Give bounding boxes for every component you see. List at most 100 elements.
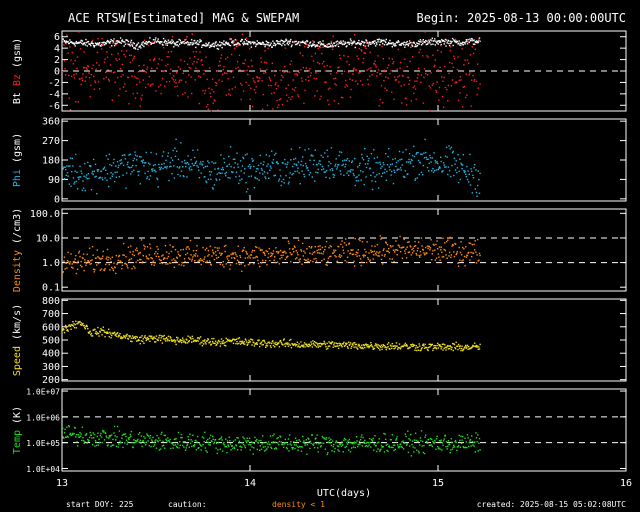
data-point — [251, 251, 253, 253]
data-point — [186, 342, 189, 344]
y-axis-label-part: (gsm) — [12, 38, 23, 74]
data-point — [290, 261, 292, 263]
data-point — [417, 349, 420, 351]
data-point — [124, 154, 126, 156]
data-point — [113, 158, 115, 161]
data-point — [473, 243, 475, 245]
data-point — [434, 59, 436, 61]
y-axis-label: Phi (gsm) — [12, 133, 23, 187]
data-point — [295, 444, 297, 446]
data-point — [312, 261, 314, 263]
data-point — [107, 259, 109, 261]
data-point — [371, 188, 374, 191]
data-point — [94, 176, 96, 178]
data-point — [436, 81, 438, 83]
data-point — [264, 50, 266, 52]
data-point — [402, 345, 405, 348]
data-point — [304, 444, 306, 446]
data-point — [111, 175, 113, 177]
data-point — [377, 41, 379, 43]
data-point — [336, 43, 339, 46]
data-point — [66, 267, 68, 269]
data-point — [338, 66, 340, 68]
data-point — [404, 46, 406, 48]
data-point — [372, 348, 374, 350]
data-point — [470, 39, 472, 42]
data-point — [330, 343, 333, 345]
data-point — [274, 83, 276, 86]
data-point — [294, 170, 296, 173]
data-point — [155, 90, 157, 92]
y-tick-label: 200 — [42, 375, 60, 386]
data-point — [226, 165, 229, 167]
data-point — [322, 253, 324, 255]
data-point — [212, 342, 214, 344]
data-point — [373, 254, 375, 256]
data-point — [275, 247, 277, 249]
data-point — [322, 40, 324, 42]
data-point — [259, 172, 261, 174]
data-point — [427, 349, 429, 352]
data-point — [256, 77, 258, 79]
data-point — [413, 439, 416, 441]
data-point — [377, 448, 379, 450]
data-point — [127, 338, 130, 340]
data-point — [446, 448, 448, 450]
data-point — [421, 245, 423, 247]
data-point — [164, 257, 166, 259]
data-point — [293, 41, 295, 43]
data-point — [213, 91, 215, 93]
data-point — [391, 91, 393, 93]
data-point — [453, 444, 455, 446]
data-point — [474, 441, 476, 443]
data-point — [217, 48, 220, 50]
data-point — [476, 254, 478, 256]
data-point — [412, 446, 414, 448]
data-point — [367, 83, 370, 85]
data-point — [297, 96, 300, 98]
data-point — [406, 246, 408, 248]
data-point — [103, 44, 106, 46]
data-point — [455, 81, 457, 83]
data-point — [413, 245, 416, 247]
data-point — [437, 69, 439, 71]
data-point — [87, 161, 89, 164]
data-point — [433, 40, 435, 42]
data-point — [228, 445, 230, 447]
data-point — [405, 248, 407, 250]
data-point — [299, 261, 301, 263]
data-point — [108, 256, 110, 259]
data-point — [236, 343, 239, 345]
data-point — [232, 447, 234, 450]
data-point — [224, 446, 226, 448]
data-point — [477, 87, 479, 89]
data-point — [188, 74, 190, 76]
data-point — [66, 165, 68, 167]
data-point — [301, 170, 303, 172]
data-point — [297, 94, 299, 96]
data-point — [382, 102, 384, 104]
data-point — [423, 252, 425, 254]
data-point — [229, 94, 232, 96]
data-point — [208, 162, 210, 164]
data-point — [250, 59, 253, 62]
data-point — [362, 44, 365, 46]
data-point — [104, 177, 106, 179]
data-point — [84, 259, 86, 261]
data-point — [441, 95, 444, 98]
data-point — [468, 242, 470, 244]
data-point — [312, 251, 315, 254]
data-point — [139, 45, 141, 47]
data-point — [233, 166, 235, 169]
data-point — [305, 259, 307, 262]
data-point — [93, 46, 95, 48]
data-point — [245, 441, 248, 443]
data-point — [294, 258, 297, 260]
data-point — [156, 40, 159, 42]
data-point — [159, 168, 162, 170]
data-point — [434, 44, 436, 46]
data-point — [425, 43, 427, 46]
data-point — [461, 260, 463, 262]
data-point — [407, 45, 410, 47]
data-point — [385, 179, 387, 181]
